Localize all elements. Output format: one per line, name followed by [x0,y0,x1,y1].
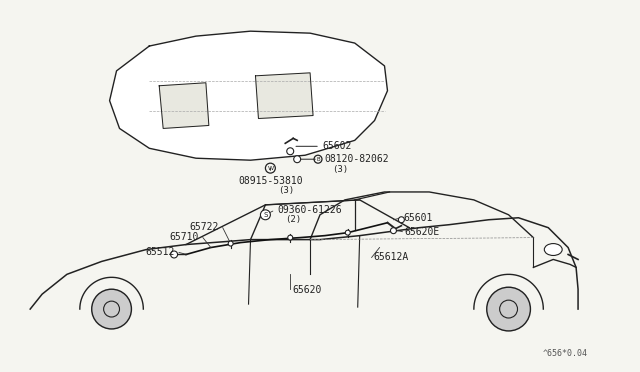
Circle shape [260,210,270,220]
Text: 65722: 65722 [189,222,219,232]
Circle shape [92,289,131,329]
Text: 65710: 65710 [170,232,199,242]
Polygon shape [109,31,387,160]
Text: 65601: 65601 [403,213,433,223]
Circle shape [390,228,396,234]
Circle shape [287,148,294,155]
Text: (3): (3) [332,165,348,174]
Circle shape [399,217,404,223]
Circle shape [294,156,301,163]
Text: 65620: 65620 [292,285,321,295]
Ellipse shape [544,244,562,256]
Circle shape [487,287,531,331]
Text: 65620E: 65620E [404,227,440,237]
Text: 65612A: 65612A [374,253,409,263]
Polygon shape [255,73,313,119]
Text: (2): (2) [285,215,301,224]
Circle shape [171,251,177,258]
Text: 09360-61226: 09360-61226 [277,205,342,215]
Circle shape [228,241,233,246]
Text: ^656*0.04: ^656*0.04 [543,349,588,358]
Circle shape [346,230,350,235]
Polygon shape [159,83,209,128]
Text: 08120-82062: 08120-82062 [324,154,388,164]
Text: W: W [268,166,273,171]
Text: B: B [316,157,320,162]
Text: 65512: 65512 [146,247,175,257]
Text: 08915-53810: 08915-53810 [238,176,303,186]
Text: S: S [263,212,268,218]
Text: (3): (3) [278,186,294,195]
Circle shape [288,235,292,240]
Text: 65602: 65602 [322,141,351,151]
